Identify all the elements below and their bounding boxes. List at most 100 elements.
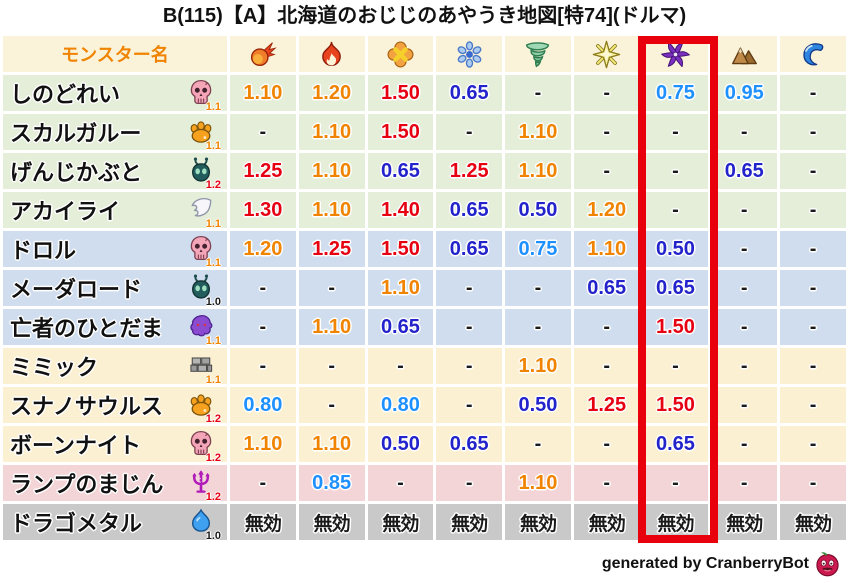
multiplier-cell: - [780,387,846,423]
level-badge: 1.2 [205,179,221,190]
monster-name: ドロル [10,238,77,263]
multiplier-cell: - [780,231,846,267]
level-badge: 1.2 [205,413,221,424]
multiplier-cell: 無効 [780,504,846,540]
multiplier-cell: 0.65 [436,231,503,267]
multiplier-cell: 0.50 [505,192,571,228]
multiplier-cell: - [711,270,778,306]
element-dark-spiral-icon [642,36,709,72]
monster-name-cell: げんじかぶと 1.2 [3,153,227,189]
monster-name-cell: ランプのまじん 1.2 [3,465,227,501]
monster-name-cell: スカルガルー 1.1 [3,114,227,150]
multiplier-cell: 0.50 [367,426,434,462]
multiplier-cell: - [780,75,846,111]
monster-name-cell: ドロル 1.1 [3,231,227,267]
credit-text: generated by CranberryBot [601,554,809,572]
multiplier-cell: - [573,153,640,189]
element-explosion-icon [367,36,434,72]
multiplier-cell: 1.10 [298,426,365,462]
multiplier-cell: - [436,270,503,306]
multiplier-cell: 1.10 [505,348,571,384]
monster-row: アカイライ 1.1 1.30 1.10 1.40 0.65 0.50 1.20- - - [3,192,846,228]
beetle-icon: 1.2 [187,156,221,189]
element-spark-icon [573,36,640,72]
monster-row: ランプのまじん 1.2-0.85- -1.10- - - - [3,465,846,501]
monster-name-cell: 亡者のひとだま 1.1 [3,309,227,345]
multiplier-cell: - [642,192,709,228]
multiplier-cell: - [711,387,778,423]
element-tornado-icon [505,36,571,72]
multiplier-cell: - [780,465,846,501]
monster-name: スカルガルー [10,121,142,146]
multiplier-cell: - [780,348,846,384]
multiplier-cell: - [642,153,709,189]
multiplier-cell: 0.65 [436,426,503,462]
multiplier-cell: - [711,348,778,384]
multiplier-cell: - [436,309,503,345]
page-title: B(115)【A】北海道のおじじのあやうき地図[特74](ドルマ) [162,5,687,27]
multiplier-cell: - [711,231,778,267]
monster-name: げんじかぶと [10,160,143,185]
multiplier-cell: - [573,114,640,150]
multiplier-cell: - [642,465,709,501]
monster-name-cell: ボーンナイト 1.2 [3,426,227,462]
monster-row: ボーンナイト 1.2 1.10 1.10 0.50 0.65- -0.65- - [3,426,846,462]
multiplier-cell: - [505,75,571,111]
multiplier-cell: 1.20 [298,75,365,111]
multiplier-cell: - [436,387,503,423]
monster-name: ランプのまじん [10,472,164,497]
monster-row: げんじかぶと 1.2 1.25 1.10 0.65 1.25 1.10- -0.65- [3,153,846,189]
monster-name: アカイライ [10,199,121,224]
multiplier-cell: - [230,270,296,306]
multiplier-cell: - [711,465,778,501]
monster-row: スカルガルー 1.1-1.10 1.50-1.10- - - - [3,114,846,150]
element-fireball-icon [230,36,296,72]
monster-name-cell: メーダロード 1.0 [3,270,227,306]
multiplier-cell: 1.20 [573,192,640,228]
multiplier-cell: - [711,192,778,228]
multiplier-cell: - [711,309,778,345]
monster-name-header: モンスター名 [3,36,227,72]
level-badge: 1.2 [205,452,221,463]
skull-icon: 1.1 [187,78,221,111]
multiplier-cell: - [436,114,503,150]
multiplier-cell: 1.10 [230,75,296,111]
monster-name-cell: アカイライ 1.1 [3,192,227,228]
monster-name-cell: ドラゴメタル 1.0 [3,504,227,540]
multiplier-cell: 1.10 [505,153,571,189]
multiplier-cell: - [436,465,503,501]
multiplier-cell: 1.10 [230,426,296,462]
multiplier-cell: 0.75 [505,231,571,267]
multiplier-cell: - [230,465,296,501]
element-snowflake-icon [436,36,503,72]
multiplier-cell: - [642,348,709,384]
paw-icon: 1.2 [187,390,221,423]
multiplier-cell: 1.25 [230,153,296,189]
multiplier-cell: - [298,270,365,306]
multiplier-cell: 1.10 [298,153,365,189]
level-badge: 1.2 [205,491,221,502]
multiplier-cell: 0.80 [367,387,434,423]
multiplier-cell: 1.30 [230,192,296,228]
multiplier-cell: 1.10 [573,231,640,267]
multiplier-cell: 1.10 [505,114,571,150]
monster-row: メーダロード 1.0- -1.10- -0.65 0.65- - [3,270,846,306]
multiplier-cell: 0.65 [436,192,503,228]
multiplier-cell: - [780,192,846,228]
multiplier-cell: 0.65 [436,75,503,111]
brick-icon: 1.1 [187,351,221,384]
multiplier-cell: 無効 [436,504,503,540]
monster-row: スナノサウルス 1.2 0.80-0.80-0.50 1.25 1.50- - [3,387,846,423]
multiplier-cell: - [780,426,846,462]
multiplier-cell: 1.10 [298,309,365,345]
multiplier-cell: - [436,348,503,384]
multiplier-cell: 1.10 [367,270,434,306]
monster-row: ミミック 1.1- - - -1.10- - - - [3,348,846,384]
multiplier-cell: 1.10 [298,114,365,150]
skull-icon: 1.2 [187,429,221,462]
wing-icon: 1.1 [187,195,221,228]
multiplier-cell: 0.65 [642,426,709,462]
element-wave-icon [780,36,846,72]
multiplier-cell: - [298,387,365,423]
monster-name-cell: ミミック 1.1 [3,348,227,384]
